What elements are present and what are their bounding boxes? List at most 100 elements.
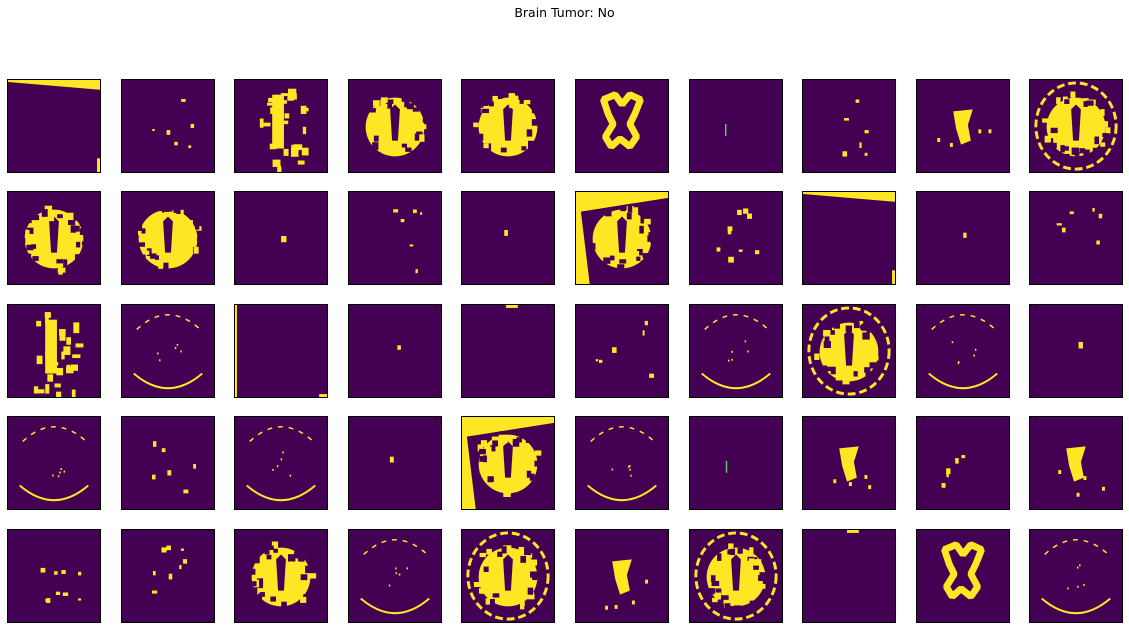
image-panel <box>461 191 555 285</box>
mask-image <box>151 545 188 594</box>
image-panel <box>7 529 101 623</box>
image-panel <box>234 191 328 285</box>
image-panel <box>1029 191 1123 285</box>
mask-image <box>137 204 204 271</box>
mask-image <box>1078 341 1083 349</box>
mask-image <box>587 426 657 502</box>
image-panel <box>1029 304 1123 398</box>
image-panel <box>802 416 896 510</box>
mask-image <box>466 531 550 621</box>
mask-image <box>504 229 508 236</box>
mask-image <box>595 320 655 378</box>
image-panel <box>575 529 669 623</box>
image-panel <box>916 79 1010 173</box>
image-panel <box>7 191 101 285</box>
image-panel <box>348 416 442 510</box>
mask-image <box>803 192 895 284</box>
mask-image <box>941 541 985 600</box>
image-panel <box>689 529 783 623</box>
mask-image <box>605 559 649 610</box>
mask-image <box>8 80 100 172</box>
image-panel <box>348 191 442 285</box>
mask-image <box>259 88 309 172</box>
mask-image <box>600 91 644 150</box>
mask-image <box>365 94 429 157</box>
image-panel <box>461 529 555 623</box>
image-panel <box>234 416 328 510</box>
mask-image <box>928 314 998 390</box>
image-panel <box>461 79 555 173</box>
mask-image <box>701 314 771 390</box>
image-panel <box>916 191 1010 285</box>
image-panel <box>461 416 555 510</box>
mask-image <box>389 456 394 463</box>
image-panel <box>234 79 328 173</box>
image-panel <box>575 416 669 510</box>
image-panel <box>121 416 215 510</box>
image-panel <box>7 416 101 510</box>
image-panel <box>121 79 215 173</box>
image-panel <box>461 304 555 398</box>
mask-image <box>506 305 518 308</box>
image-panel <box>348 304 442 398</box>
image-panel <box>802 304 896 398</box>
mask-image <box>1041 539 1111 615</box>
mask-image <box>40 567 82 604</box>
image-panel <box>121 304 215 398</box>
figure-title: Brain Tumor: No <box>514 5 615 20</box>
mask-image <box>33 312 84 397</box>
mask-image <box>807 306 891 396</box>
image-panel <box>1029 79 1123 173</box>
image-panel <box>7 304 101 398</box>
mask-image <box>360 539 430 615</box>
mask-image <box>1056 208 1103 245</box>
mask-image <box>937 109 992 147</box>
mask-image <box>19 205 86 275</box>
image-panel <box>802 191 896 285</box>
mask-image <box>152 99 195 149</box>
mask-image <box>1034 81 1118 171</box>
image-panel <box>802 529 896 623</box>
image-panel <box>348 79 442 173</box>
image-panel <box>802 79 896 173</box>
mask-image <box>246 426 316 502</box>
mask-image <box>963 232 967 238</box>
mask-image <box>152 441 196 494</box>
mask-image <box>941 455 966 488</box>
mask-image <box>576 192 668 284</box>
mask-image <box>725 124 727 136</box>
image-panel <box>1029 416 1123 510</box>
mask-image <box>393 209 423 274</box>
mask-image <box>133 314 203 390</box>
image-panel <box>121 529 215 623</box>
image-panel <box>121 191 215 285</box>
image-panel <box>1029 529 1123 623</box>
mask-image <box>833 446 872 490</box>
image-panel <box>234 304 328 398</box>
mask-image <box>281 235 287 243</box>
mask-image <box>847 530 859 533</box>
mask-image <box>725 461 728 473</box>
image-panel <box>575 304 669 398</box>
mask-image <box>19 426 89 502</box>
mask-image <box>694 531 778 621</box>
mask-image <box>842 99 869 157</box>
image-panel <box>689 191 783 285</box>
image-panel <box>348 529 442 623</box>
mask-image <box>462 417 554 509</box>
mask-image <box>1058 446 1105 497</box>
image-panel <box>234 529 328 623</box>
image-panel <box>689 79 783 173</box>
mask-image <box>473 92 540 162</box>
image-panel <box>689 304 783 398</box>
image-panel <box>916 529 1010 623</box>
image-panel <box>916 304 1010 398</box>
image-panel <box>7 79 101 173</box>
mask-image <box>397 345 401 350</box>
mask-image <box>716 208 760 263</box>
image-panel <box>689 416 783 510</box>
image-panel <box>575 79 669 173</box>
mask-image <box>250 541 317 608</box>
image-panel <box>575 191 669 285</box>
